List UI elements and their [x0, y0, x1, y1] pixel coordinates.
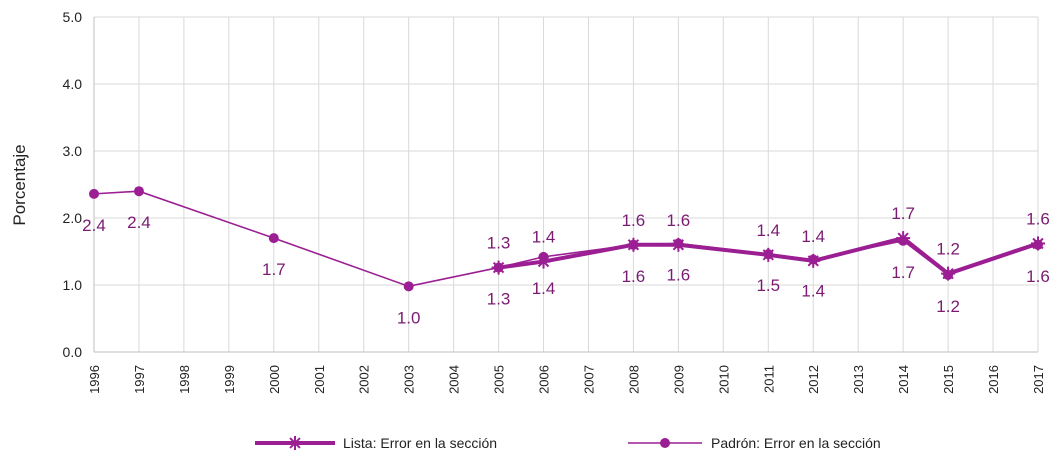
x-tick-label: 2008: [626, 365, 641, 394]
y-tick-labels: 0.0 1.0 2.0 3.0 4.0 5.0: [63, 9, 83, 360]
point-lista: [806, 253, 821, 268]
y-tick-label: 4.0: [63, 76, 83, 92]
data-label-lista: 1.6: [667, 211, 691, 230]
x-tick-label: 1997: [132, 365, 147, 394]
data-label-lista: 1.4: [756, 221, 780, 240]
point-lista: [671, 237, 686, 252]
y-axis-label: Porcentaje: [10, 144, 29, 225]
legend: Lista: Error en la sección Padrón: Error …: [255, 435, 881, 451]
x-tick-labels: 1996 1997 1998 1999 2000 2001 2002 2003 2004 2005…: [87, 365, 1046, 394]
data-label-lista: 1.6: [1026, 209, 1050, 228]
data-label-lista: 1.4: [801, 227, 825, 246]
data-label-lista: 1.6: [622, 211, 646, 230]
x-tick-label: 2002: [357, 365, 372, 394]
series-group: [89, 186, 1045, 292]
y-tick-label: 5.0: [63, 9, 83, 25]
legend-label-lista: Lista: Error en la sección: [343, 435, 497, 451]
data-label-padron: 1.6: [622, 267, 646, 286]
y-tick-label: 0.0: [63, 344, 83, 360]
point-lista: [896, 231, 911, 246]
x-tick-label: 2009: [671, 365, 686, 394]
data-label-padron: 1.4: [532, 279, 556, 298]
point-lista: [536, 254, 551, 269]
point-lista: [626, 237, 641, 252]
y-tick-label: 1.0: [63, 277, 83, 293]
x-tick-label: 2015: [941, 365, 956, 394]
x-tick-label: 1998: [177, 365, 192, 394]
y-tick-label: 3.0: [63, 143, 83, 159]
data-label-lista: 1.2: [936, 240, 960, 259]
point-lista: [941, 266, 956, 281]
x-tick-label: 2003: [402, 365, 417, 394]
x-tick-label: 2011: [761, 365, 776, 393]
point-padron: [133, 186, 144, 197]
x-tick-label: 2004: [447, 365, 462, 394]
data-label-padron: 1.2: [936, 297, 960, 316]
x-tick-label: 2010: [716, 365, 731, 394]
data-label-lista: 1.4: [532, 228, 556, 247]
y-tick-label: 2.0: [63, 210, 83, 226]
point-lista: [1031, 236, 1045, 251]
x-tick-label: 2014: [896, 365, 911, 394]
x-tick-label: 2013: [851, 365, 866, 394]
x-tick-label: 2001: [312, 365, 327, 394]
legend-label-padron: Padrón: Error en la sección: [711, 435, 881, 451]
x-tick-label: 2007: [581, 365, 596, 394]
grid: [93, 16, 1039, 353]
point-lista: [761, 247, 776, 262]
x-tick-label: 2016: [986, 365, 1001, 394]
data-label-padron: 1.7: [891, 263, 915, 282]
data-labels: 1.3 1.4 1.6 1.6 1.4 1.4 1.7 1.2 1.6 2.4 2.4 1.7 1.0 1…: [82, 204, 1050, 327]
data-label-padron: 1.5: [756, 276, 780, 295]
data-label-padron: 1.4: [801, 282, 825, 301]
point-padron: [268, 233, 279, 244]
data-label-padron: 1.0: [397, 308, 421, 327]
data-label-lista: 1.3: [487, 234, 511, 253]
data-label-lista: 1.7: [891, 204, 915, 223]
x-tick-label: 2005: [492, 365, 507, 394]
point-padron: [403, 281, 414, 292]
data-label-padron: 1.7: [262, 260, 286, 279]
x-tick-label: 2012: [806, 365, 821, 394]
x-tick-label: 2006: [537, 365, 552, 394]
x-tick-label: 1999: [222, 365, 237, 394]
point-padron: [89, 188, 99, 199]
data-label-padron: 1.6: [667, 265, 691, 284]
data-label-padron: 1.6: [1026, 267, 1050, 286]
data-label-padron: 1.3: [487, 290, 511, 309]
x-tick-label: 2017: [1031, 365, 1046, 394]
x-tick-label: 2000: [267, 365, 282, 394]
data-label-padron: 2.4: [82, 216, 106, 235]
legend-marker-lista: [288, 436, 302, 450]
data-label-padron: 2.4: [127, 213, 151, 232]
point-lista: [491, 260, 506, 275]
x-tick-label: 1996: [87, 365, 102, 394]
legend-marker-padron: [660, 438, 670, 448]
